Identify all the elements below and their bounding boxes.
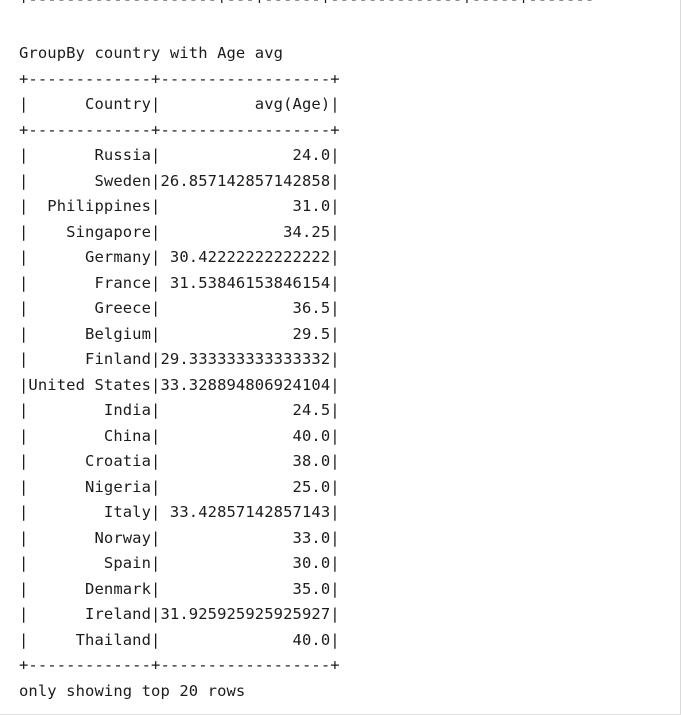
table-row: | China| 40.0|: [19, 427, 340, 445]
table-row: | Italy| 33.42857142857143|: [19, 503, 340, 521]
table-row: | Denmark| 35.0|: [19, 580, 340, 598]
table-top-border: +-------------+------------------+: [19, 70, 340, 88]
table-header-row: | Country| avg(Age)|: [19, 95, 340, 113]
table-row: | Thailand| 40.0|: [19, 631, 340, 649]
table-row: | Philippines| 31.0|: [19, 197, 340, 215]
table-row: | Greece| 36.5|: [19, 299, 340, 317]
table-row: | Croatia| 38.0|: [19, 452, 340, 470]
previous-table-border: +--------------------+---+------+-------…: [19, 0, 594, 9]
output-footer: only showing top 20 rows: [19, 682, 246, 700]
output-heading: GroupBy country with Age avg: [19, 44, 284, 62]
table-row: | Norway| 33.0|: [19, 529, 340, 547]
table-row: | Ireland|31.925925925925927|: [19, 605, 340, 623]
table-bottom-border: +-------------+------------------+: [19, 656, 340, 674]
table-row: | Nigeria| 25.0|: [19, 478, 340, 496]
table-row: | Spain| 30.0|: [19, 554, 340, 572]
table-row: | Finland|29.333333333333332|: [19, 350, 340, 368]
table-row: | Sweden|26.857142857142858|: [19, 172, 340, 190]
table-row: | France| 31.53846153846154|: [19, 274, 340, 292]
table-row: | Russia| 24.0|: [19, 146, 340, 164]
table-row: | Germany| 30.42222222222222|: [19, 248, 340, 266]
table-row: | Singapore| 34.25|: [19, 223, 340, 241]
table-row: | Belgium| 29.5|: [19, 325, 340, 343]
table-header-separator: +-------------+------------------+: [19, 121, 340, 139]
table-row: | India| 24.5|: [19, 401, 340, 419]
table-row: |United States|33.328894806924104|: [19, 376, 340, 394]
